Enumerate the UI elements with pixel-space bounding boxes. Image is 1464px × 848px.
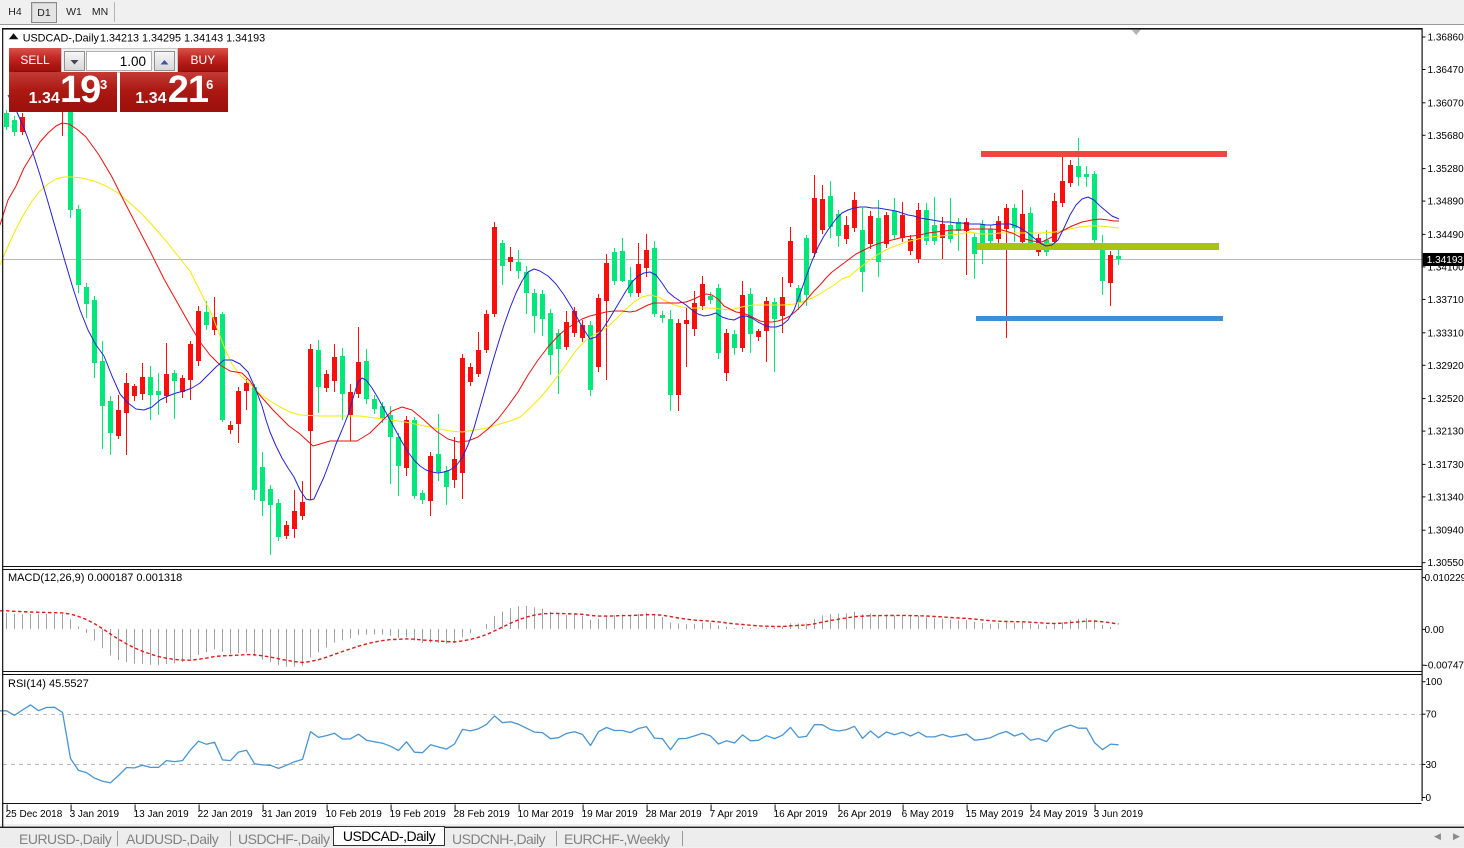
svg-text:1.30940: 1.30940: [1428, 526, 1464, 537]
svg-text:RSI(14) 45.5527: RSI(14) 45.5527: [8, 678, 89, 690]
svg-text:70: 70: [1426, 710, 1438, 721]
svg-text:1.31340: 1.31340: [1428, 492, 1464, 503]
svg-text:13 Jan 2019: 13 Jan 2019: [134, 809, 189, 820]
svg-text:1.34890: 1.34890: [1428, 197, 1464, 208]
svg-text:1.34490: 1.34490: [1428, 230, 1464, 241]
svg-text:1.36470: 1.36470: [1428, 65, 1464, 76]
svg-text:1.34100: 1.34100: [1428, 262, 1464, 273]
svg-text:1.36070: 1.36070: [1428, 98, 1464, 109]
svg-text:1.32920: 1.32920: [1428, 361, 1464, 372]
svg-text:1.34193: 1.34193: [1427, 255, 1464, 266]
svg-text:1.32130: 1.32130: [1428, 427, 1464, 438]
svg-text:30: 30: [1426, 760, 1438, 771]
svg-text:10 Feb 2019: 10 Feb 2019: [326, 809, 383, 820]
svg-text:1.33710: 1.33710: [1428, 295, 1464, 306]
svg-text:31 Jan 2019: 31 Jan 2019: [262, 809, 317, 820]
svg-text:7 Apr 2019: 7 Apr 2019: [710, 809, 759, 820]
svg-text:3 Jan 2019: 3 Jan 2019: [70, 809, 120, 820]
svg-text:19 Feb 2019: 19 Feb 2019: [390, 809, 447, 820]
svg-text:22 Jan 2019: 22 Jan 2019: [198, 809, 253, 820]
svg-text:26 Apr 2019: 26 Apr 2019: [838, 809, 892, 820]
svg-text:USDCAD-,Daily: USDCAD-,Daily: [23, 33, 100, 45]
svg-text:100: 100: [1426, 677, 1443, 688]
svg-text:1.35680: 1.35680: [1428, 131, 1464, 142]
svg-text:1.36860: 1.36860: [1428, 33, 1464, 44]
svg-text:0.010229: 0.010229: [1425, 573, 1464, 584]
svg-text:1.31730: 1.31730: [1428, 460, 1464, 471]
svg-text:19 Mar 2019: 19 Mar 2019: [582, 809, 639, 820]
svg-text:0: 0: [1426, 793, 1432, 804]
svg-text:25 Dec 2018: 25 Dec 2018: [6, 809, 63, 820]
svg-text:24 May 2019: 24 May 2019: [1030, 809, 1088, 820]
svg-text:MACD(12,26,9) 0.000187 0.00131: MACD(12,26,9) 0.000187 0.001318: [8, 572, 182, 584]
svg-text:1.30550: 1.30550: [1428, 558, 1464, 569]
svg-text:1.33310: 1.33310: [1428, 328, 1464, 339]
svg-text:3 Jun 2019: 3 Jun 2019: [1094, 809, 1144, 820]
svg-text:28 Mar 2019: 28 Mar 2019: [646, 809, 703, 820]
svg-text:-0.007477: -0.007477: [1425, 661, 1464, 672]
svg-text:15 May 2019: 15 May 2019: [966, 809, 1024, 820]
svg-text:6 May 2019: 6 May 2019: [902, 809, 955, 820]
svg-text:1.35280: 1.35280: [1428, 164, 1464, 175]
svg-text:10 Mar 2019: 10 Mar 2019: [518, 809, 575, 820]
svg-text:16 Apr 2019: 16 Apr 2019: [774, 809, 828, 820]
svg-text:1.34213 1.34295 1.34143 1.3419: 1.34213 1.34295 1.34143 1.34193: [100, 33, 265, 45]
svg-text:0.00: 0.00: [1425, 625, 1445, 636]
svg-text:28 Feb 2019: 28 Feb 2019: [454, 809, 511, 820]
svg-text:1.32520: 1.32520: [1428, 394, 1464, 405]
